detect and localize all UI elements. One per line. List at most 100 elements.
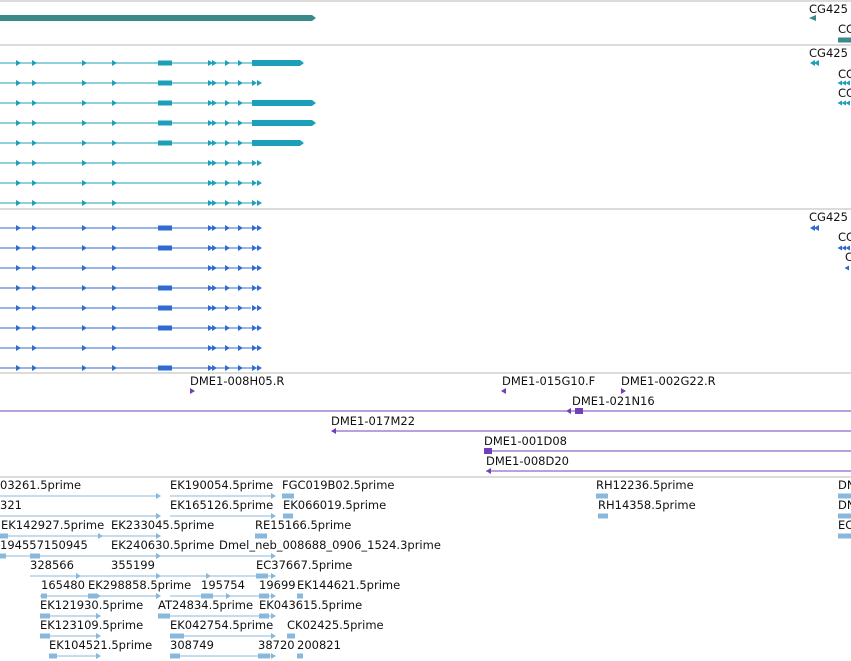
est-label[interactable]: 165480 xyxy=(41,578,85,592)
exon-block[interactable] xyxy=(158,285,172,291)
exon-block[interactable] xyxy=(41,593,47,599)
exon-block[interactable] xyxy=(40,633,50,639)
clone-label[interactable]: DME1-001D08 xyxy=(484,434,567,448)
exon-block[interactable] xyxy=(170,653,180,659)
exon-block[interactable] xyxy=(0,533,8,539)
exon-block[interactable] xyxy=(838,513,851,519)
exon-block[interactable] xyxy=(596,493,608,499)
est-label[interactable]: Dmel_neb_008688_0906_1524.3prime xyxy=(219,538,441,552)
strand-arrow-icon xyxy=(225,100,230,106)
exon-block[interactable] xyxy=(484,448,492,454)
est-label[interactable]: FGC019B02.5prime xyxy=(282,478,395,492)
exon-block[interactable] xyxy=(158,305,172,311)
exon-block[interactable] xyxy=(838,37,851,43)
exon-block[interactable] xyxy=(158,613,170,619)
gene-label[interactable]: CG425 xyxy=(809,46,848,60)
strand-arrow-icon xyxy=(32,200,37,206)
exon-block[interactable] xyxy=(0,553,6,559)
exon-block[interactable] xyxy=(838,533,851,539)
est-label[interactable]: 19699 xyxy=(259,578,296,592)
exon-block[interactable] xyxy=(258,653,270,659)
exon-block[interactable] xyxy=(297,593,303,599)
utr-block[interactable] xyxy=(252,60,304,66)
exon-block[interactable] xyxy=(297,653,303,659)
est-label[interactable]: EC37667.5prime xyxy=(256,558,352,572)
utr-block[interactable] xyxy=(252,100,316,106)
est-label[interactable]: 355199 xyxy=(111,558,155,572)
est-label[interactable]: EK165126.5prime xyxy=(170,498,273,512)
est-label[interactable]: 03261.5prime xyxy=(0,478,81,492)
exon-block[interactable] xyxy=(158,140,172,146)
utr-block[interactable] xyxy=(0,15,316,21)
est-label[interactable]: RH14358.5prime xyxy=(598,498,696,512)
est-label[interactable]: 195754 xyxy=(201,578,245,592)
est-label[interactable]: EK298858.5prime xyxy=(88,578,191,592)
est-label[interactable]: EK142927.5prime xyxy=(1,518,104,532)
exon-block[interactable] xyxy=(158,80,172,86)
exon-block[interactable] xyxy=(283,513,293,519)
est-label[interactable]: EC xyxy=(838,518,851,532)
est-label[interactable]: EK233045.5prime xyxy=(111,518,214,532)
est-label[interactable]: EK144621.5prime xyxy=(297,578,400,592)
est-label[interactable]: 321 xyxy=(0,498,22,512)
clone-label[interactable]: DME1-021N16 xyxy=(572,394,655,408)
gene-label[interactable]: CG xyxy=(838,67,851,81)
exon-block[interactable] xyxy=(158,365,172,371)
exon-block[interactable] xyxy=(201,593,213,599)
est-label[interactable]: RE15166.5prime xyxy=(255,518,351,532)
est-label[interactable]: EK123109.5prime xyxy=(40,618,143,632)
gene-label[interactable]: CG425 xyxy=(809,210,848,224)
exon-block[interactable] xyxy=(158,225,172,231)
gene-label[interactable]: C xyxy=(845,250,851,264)
exon-block[interactable] xyxy=(598,513,608,519)
est-label[interactable]: RH12236.5prime xyxy=(596,478,694,492)
exon-block[interactable] xyxy=(158,100,172,106)
est-label[interactable]: DN xyxy=(838,478,851,492)
est-label[interactable]: CK02425.5prime xyxy=(287,618,384,632)
gene-label[interactable]: CG xyxy=(838,86,851,100)
est-label[interactable]: EK104521.5prime xyxy=(49,638,152,652)
est-label[interactable]: EK121930.5prime xyxy=(40,598,143,612)
est-label[interactable]: 200821 xyxy=(297,638,341,652)
exon-block[interactable] xyxy=(259,613,269,619)
exon-block[interactable] xyxy=(838,493,851,499)
exon-block[interactable] xyxy=(158,120,172,126)
exon-block[interactable] xyxy=(158,60,172,66)
exon-block[interactable] xyxy=(49,653,57,659)
clone-label[interactable]: DME1-008H05.R xyxy=(190,374,284,388)
clone-label[interactable]: DME1-017M22 xyxy=(331,414,415,428)
exon-block[interactable] xyxy=(158,325,172,331)
exon-block[interactable] xyxy=(40,613,50,619)
est-label[interactable]: DN xyxy=(838,498,851,512)
exon-block[interactable] xyxy=(170,633,184,639)
gene-label[interactable]: CG425 xyxy=(809,2,848,16)
est-label[interactable]: EK042754.5prime xyxy=(170,618,273,632)
strand-arrow-icon xyxy=(238,345,243,351)
exon-block[interactable] xyxy=(259,593,269,599)
exon-block[interactable] xyxy=(287,633,295,639)
est-label[interactable]: EK240630.5prime xyxy=(111,538,214,552)
est-label[interactable]: 308749 xyxy=(170,638,214,652)
gene-label[interactable]: CG xyxy=(838,22,851,36)
est-label[interactable]: EK066019.5prime xyxy=(283,498,386,512)
est-label[interactable]: EK190054.5prime xyxy=(170,478,273,492)
est-label[interactable]: EK043615.5prime xyxy=(259,598,362,612)
exon-block[interactable] xyxy=(88,593,96,599)
clone-label[interactable]: DME1-002G22.R xyxy=(621,374,716,388)
est-label[interactable]: AT24834.5prime xyxy=(158,598,253,612)
utr-block[interactable] xyxy=(252,140,304,146)
clone-label[interactable]: DME1-015G10.F xyxy=(502,374,595,388)
est-label[interactable]: 328566 xyxy=(30,558,74,572)
exon-block[interactable] xyxy=(282,493,294,499)
exon-block[interactable] xyxy=(158,245,172,251)
exon-block[interactable] xyxy=(255,533,267,539)
exon-block[interactable] xyxy=(30,553,40,559)
strand-arrow-icon xyxy=(257,245,262,251)
utr-block[interactable] xyxy=(252,120,316,126)
est-label[interactable]: 194557150945 xyxy=(0,538,88,552)
gene-label[interactable]: CG xyxy=(838,230,851,244)
est-label[interactable]: 38720 xyxy=(258,638,295,652)
exon-block[interactable] xyxy=(575,408,583,414)
clone-label[interactable]: DME1-008D20 xyxy=(486,454,569,468)
exon-block[interactable] xyxy=(256,573,268,579)
